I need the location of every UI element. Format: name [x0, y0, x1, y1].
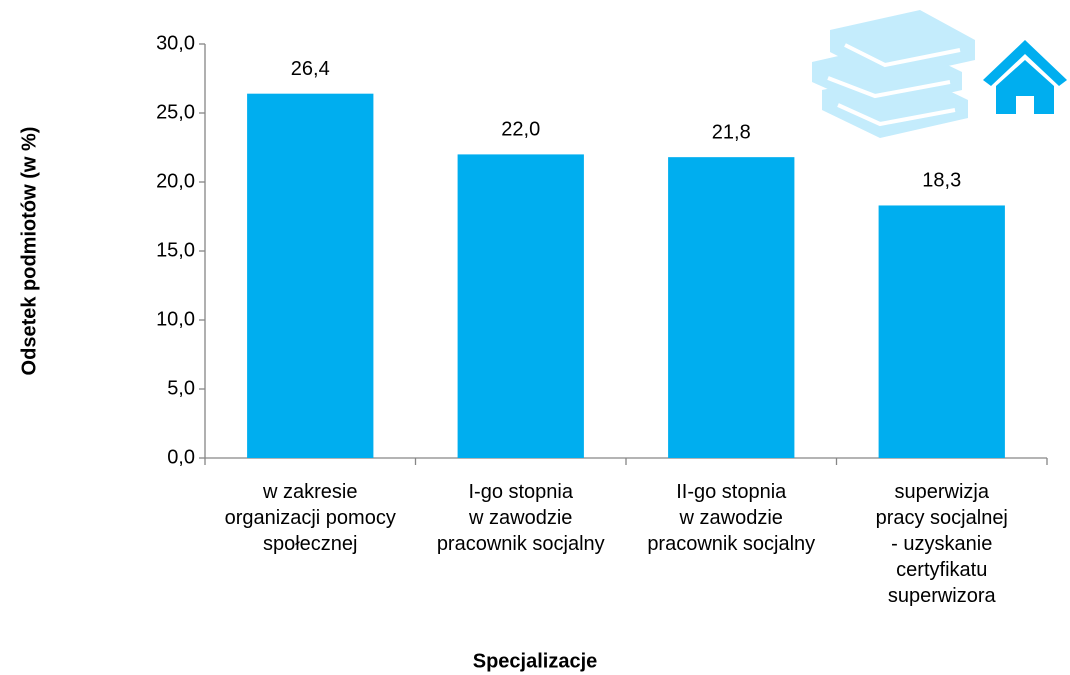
value-label: 21,8 [712, 121, 751, 143]
x-tick-label-line: I-go stopnia [468, 481, 573, 503]
x-tick-label-line: superwizora [888, 585, 997, 607]
x-axis-title: Specjalizacje [473, 650, 598, 672]
x-tick-label-line: II-go stopnia [676, 481, 787, 503]
bar [247, 93, 374, 459]
x-tick-label-line: pracy socjalnej [876, 507, 1008, 529]
x-tick-label: I-go stopnia w zawodzie pracownik socjalny [437, 481, 605, 555]
y-tick-label: 5,0 [167, 377, 195, 399]
books-icon [812, 10, 975, 138]
y-tick-label: 25,0 [156, 101, 195, 123]
value-label: 22,0 [501, 119, 540, 141]
y-axis-title: Odsetek podmiotów (w %) [18, 127, 40, 376]
x-tick-label-line: społecznej [263, 533, 358, 555]
y-tick-label: 0,0 [167, 446, 195, 468]
x-tick-label-line: certyfikatu [896, 559, 987, 581]
value-label: 26,4 [291, 58, 330, 80]
value-label: 18,3 [922, 170, 961, 192]
y-tick-label: 15,0 [156, 239, 195, 261]
x-tick-label-line: pracownik socjalny [647, 533, 815, 555]
y-tick-label: 10,0 [156, 308, 195, 330]
x-tick-label-line: pracownik socjalny [437, 533, 605, 555]
bar [668, 157, 795, 458]
home-icon [983, 40, 1067, 114]
x-tick-label-line: organizacji pomocy [225, 507, 396, 529]
y-tick-label: 30,0 [156, 32, 195, 54]
x-tick-label: superwizja pracy socjalnej - uzyskanie cert… [876, 481, 1008, 607]
x-tick-label-line: w zakresie [262, 481, 357, 503]
x-tick-label-line: superwizja [895, 481, 990, 503]
x-tick-label: II-go stopnia w zawodzie pracownik socjaln… [647, 481, 815, 555]
x-tick-label-line: w zawodzie [468, 507, 572, 529]
x-tick-label: w zakresie organizacji pomocy społecznej [225, 481, 396, 555]
y-tick-label: 20,0 [156, 170, 195, 192]
x-tick-label-line: w zawodzie [679, 507, 783, 529]
bar [878, 205, 1005, 458]
x-tick-label-line: - uzyskanie [891, 533, 992, 555]
bar [457, 154, 584, 458]
